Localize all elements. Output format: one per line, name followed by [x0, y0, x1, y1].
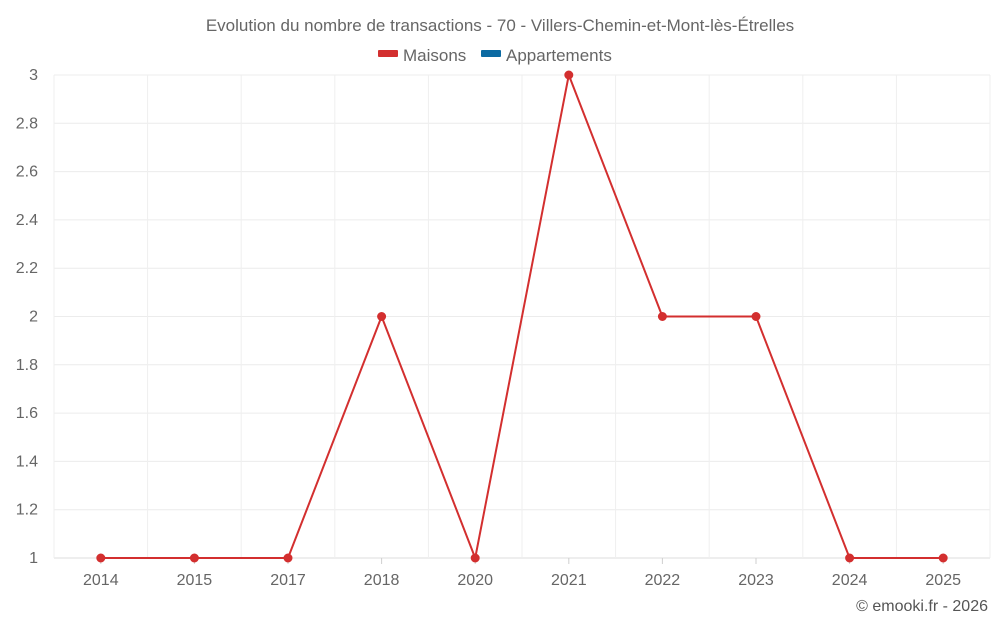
legend-swatch-appartements	[481, 50, 501, 57]
data-point[interactable]	[377, 312, 387, 321]
x-tick-label: 2024	[832, 572, 868, 589]
y-tick-label: 1.6	[16, 405, 38, 422]
y-tick-label: 2.8	[16, 115, 38, 132]
grid	[53, 74, 991, 559]
series-line-maisons	[100, 74, 944, 559]
y-tick-label: 2	[29, 309, 38, 326]
data-point[interactable]	[283, 553, 293, 563]
x-tick-label: 2014	[83, 572, 119, 589]
x-tick-label: 2022	[645, 572, 681, 589]
x-tick-label: 2018	[364, 572, 400, 589]
data-point[interactable]	[657, 312, 667, 321]
x-tick-label: 2025	[925, 572, 961, 589]
data-point[interactable]	[845, 553, 855, 563]
y-tick-label: 1	[29, 550, 38, 567]
legend-item-appartements[interactable]: Appartements	[481, 46, 612, 65]
x-tick-label: 2023	[738, 572, 774, 589]
data-point[interactable]	[751, 312, 761, 321]
series	[96, 70, 948, 563]
data-point[interactable]	[189, 553, 199, 563]
data-point[interactable]	[96, 553, 106, 563]
data-point[interactable]	[564, 70, 574, 80]
y-tick-label: 1.2	[16, 502, 38, 519]
legend-item-maisons[interactable]: Maisons	[378, 46, 466, 65]
legend[interactable]: Maisons Appartements	[378, 46, 612, 65]
y-tick-label: 2.2	[16, 260, 38, 277]
legend-label-maisons: Maisons	[403, 46, 466, 65]
chart-title: Evolution du nombre de transactions - 70…	[206, 16, 794, 35]
data-point[interactable]	[470, 553, 480, 563]
x-tick-label: 2021	[551, 572, 587, 589]
y-tick-label: 1.8	[16, 357, 38, 374]
axes: 1 1.2 1.4 1.6 1.8 2 2.2 2.4 2.6 2.8 3 2014 2015 2017 2…	[16, 67, 961, 589]
legend-label-appartements: Appartements	[506, 46, 612, 65]
credit-text: © emooki.fr - 2026	[856, 598, 988, 615]
y-tick-label: 1.4	[16, 453, 38, 470]
x-tick-label: 2020	[457, 572, 493, 589]
data-point[interactable]	[938, 553, 948, 563]
x-tick-label: 2015	[177, 572, 213, 589]
y-tick-label: 2.4	[16, 212, 38, 229]
y-tick-label: 3	[29, 67, 38, 84]
x-tick-label: 2017	[270, 572, 306, 589]
legend-swatch-maisons	[378, 50, 398, 57]
y-tick-label: 2.6	[16, 164, 38, 181]
